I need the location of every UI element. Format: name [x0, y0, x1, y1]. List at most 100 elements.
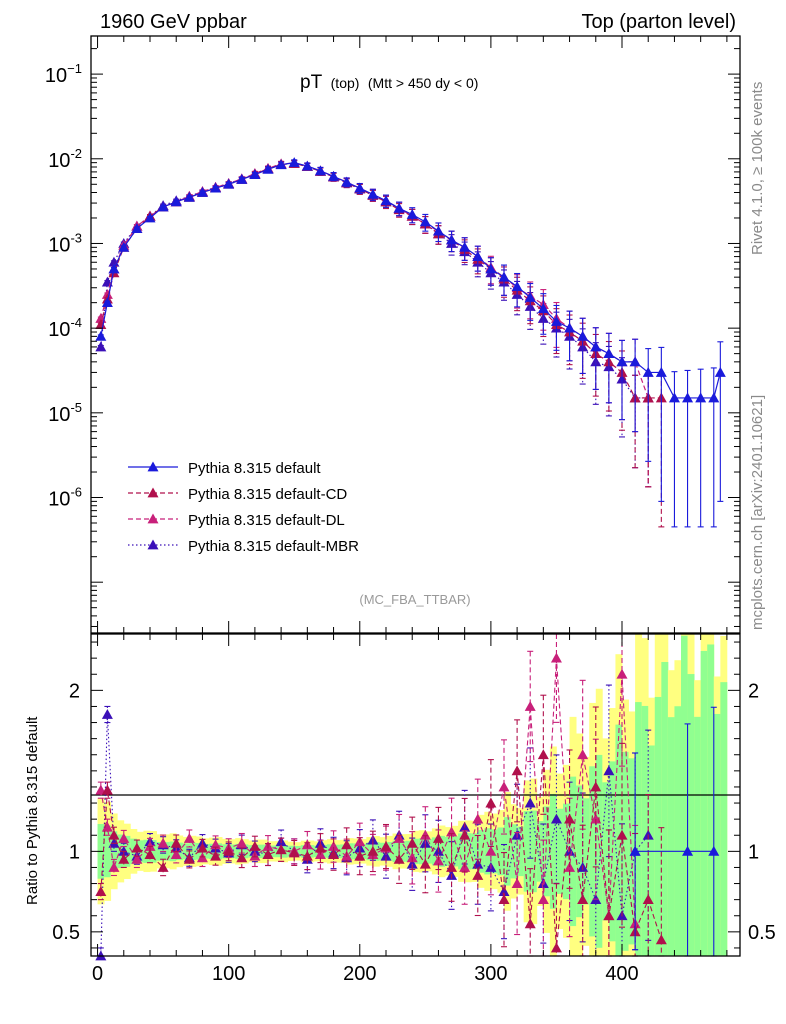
- data-point: [714, 366, 726, 377]
- ratio-point: [288, 847, 300, 858]
- legend-marker-mbr: [147, 539, 159, 550]
- band-green: [569, 776, 577, 927]
- ratio-series-default: [629, 706, 720, 957]
- ratio-point: [275, 844, 287, 855]
- band-green: [595, 754, 603, 948]
- band-green: [307, 845, 315, 858]
- x-tick-label: 100: [212, 963, 245, 985]
- band-green: [490, 829, 498, 874]
- band-green: [707, 644, 715, 956]
- band-green: [477, 830, 485, 873]
- ratio-y-tick-label-right: 2: [748, 680, 759, 702]
- band-green: [366, 842, 374, 861]
- ratio-point: [708, 845, 720, 856]
- band-green: [372, 842, 380, 861]
- data-point: [341, 176, 353, 187]
- ratio-point: [183, 853, 195, 864]
- ratio-y-tick-label-left: 1: [69, 841, 80, 863]
- ratio-point: [101, 709, 113, 719]
- band-green: [622, 751, 629, 951]
- ratio-point: [564, 813, 576, 824]
- ratio-point: [524, 700, 536, 711]
- data-point: [118, 241, 130, 252]
- ratio-point: [108, 829, 120, 840]
- band-green: [654, 696, 662, 956]
- ratio-point: [682, 845, 694, 856]
- ratio-point: [393, 853, 405, 864]
- rivet-version-label: Rivet 4.1.0, ≥ 100k events: [749, 82, 766, 255]
- header-right: Top (parton level): [581, 11, 736, 33]
- band-green: [163, 842, 171, 861]
- mcplots-label: mcplots.cern.ch [arXiv:2401.10621]: [749, 395, 766, 630]
- legend-label-cd: Pythia 8.315 default-CD: [188, 486, 347, 503]
- data-point: [668, 392, 680, 403]
- band-green: [471, 833, 479, 870]
- data-point: [550, 315, 562, 326]
- ratio-point: [301, 850, 313, 861]
- band-green: [261, 844, 269, 859]
- band-green: [667, 717, 675, 956]
- ratio-panel-frame: [90, 633, 741, 957]
- band-green: [268, 845, 275, 858]
- band-green: [405, 840, 413, 862]
- ratio-y-tick-label-left: 0.5: [52, 922, 80, 944]
- ratio-point: [432, 855, 444, 866]
- x-tick-label: 400: [605, 963, 638, 985]
- ratio-point: [590, 813, 602, 824]
- band-green: [681, 635, 688, 956]
- legend-label-dl: Pythia 8.315 default-DL: [188, 512, 345, 529]
- series-line-default: [100, 162, 721, 399]
- data-point: [249, 169, 261, 180]
- ratio-point: [170, 837, 182, 848]
- ratio-point: [603, 765, 615, 776]
- data-point: [708, 392, 720, 403]
- y-tick-label: 10−1: [45, 61, 82, 87]
- data-point: [446, 234, 458, 245]
- ratio-series: [95, 633, 720, 961]
- data-point: [682, 392, 694, 403]
- band-green: [700, 650, 708, 956]
- data-point: [432, 225, 444, 236]
- data-point: [301, 160, 313, 171]
- data-point: [223, 178, 235, 189]
- band-green: [123, 835, 131, 867]
- band-green: [615, 724, 623, 956]
- legend-label-mbr: Pythia 8.315 default-MBR: [188, 538, 359, 555]
- ratio-point: [170, 849, 182, 859]
- series-cd: [95, 157, 667, 528]
- ratio-point: [432, 832, 444, 843]
- ratio-point: [524, 797, 536, 808]
- ratio-point: [577, 894, 589, 905]
- band-green: [392, 840, 400, 863]
- band-green: [438, 835, 446, 867]
- ratio-point: [108, 837, 120, 848]
- band-green: [556, 808, 564, 894]
- ratio-point: [537, 894, 549, 905]
- ratio-point: [511, 765, 523, 776]
- ratio-point: [550, 942, 562, 953]
- data-point: [108, 263, 120, 274]
- band-green: [576, 785, 584, 918]
- ratio-point: [498, 781, 510, 792]
- band-green: [294, 846, 302, 857]
- band-green: [484, 828, 492, 875]
- data-point: [603, 348, 615, 359]
- data-point: [511, 281, 523, 291]
- x-tick-label: 0: [92, 963, 103, 985]
- legend-label-default: Pythia 8.315 default: [188, 460, 321, 477]
- band-green: [563, 803, 570, 900]
- data-point: [157, 201, 169, 212]
- ratio-point: [144, 849, 156, 859]
- band-green: [104, 825, 112, 878]
- ratio-point: [131, 853, 143, 864]
- band-green: [589, 766, 597, 937]
- band-green: [497, 827, 505, 876]
- legend-marker-default: [147, 461, 159, 472]
- data-point: [262, 163, 274, 174]
- ratio-point: [590, 781, 602, 792]
- ratio-point: [550, 813, 562, 824]
- band-green: [635, 702, 643, 956]
- band-green: [189, 842, 197, 860]
- ratio-point: [236, 852, 248, 863]
- ratio-point: [603, 910, 615, 921]
